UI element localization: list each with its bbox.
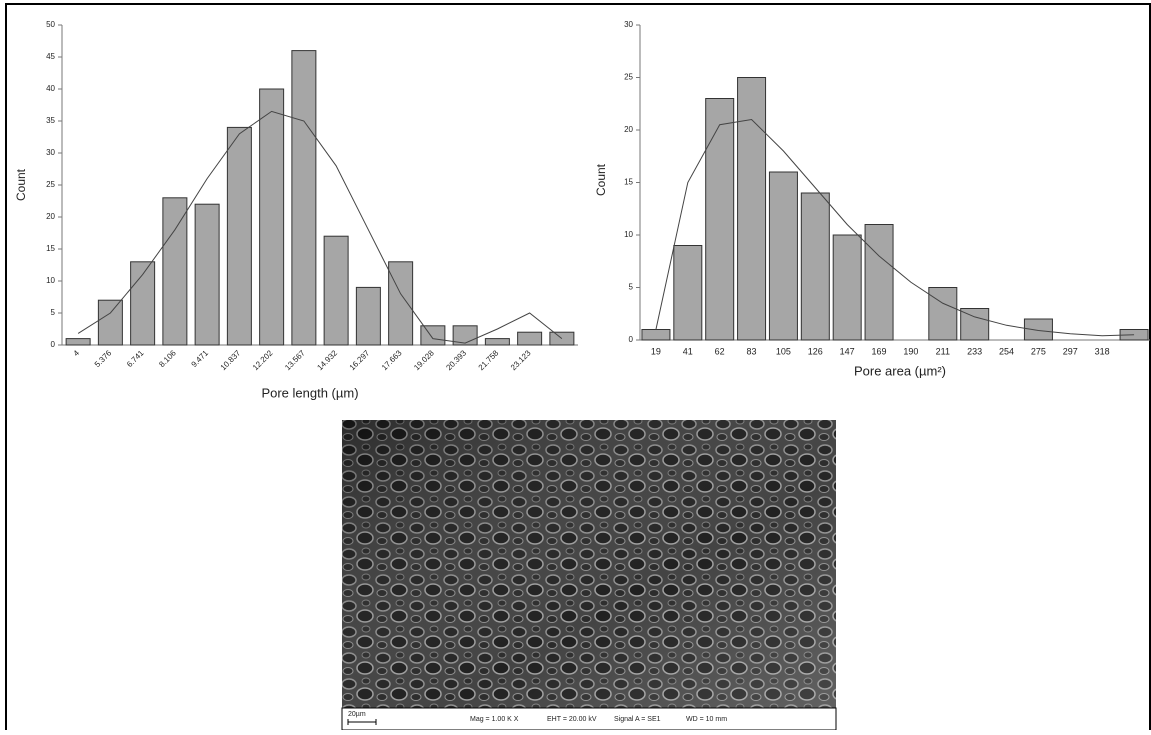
bar [323,235,349,346]
bar [768,171,798,341]
x-tick-label: 105 [776,346,791,356]
bar [1023,318,1053,341]
x-tick-label: 275 [1031,346,1046,356]
frame [5,3,1151,735]
x-tick-label: 211 [936,346,950,356]
scale-bar-label: 20µm [348,711,366,718]
x-tick-label: 8.106 [157,348,178,369]
y-tick-label: 30 [46,148,55,157]
x-tick-label: 23.123 [509,348,533,372]
x-axis-label: Pore area (µm²) [854,363,946,378]
bar [517,331,543,346]
y-tick-label: 10 [624,230,633,239]
y-tick-label: 45 [46,52,55,61]
y-tick-label: 35 [46,116,55,125]
x-tick-label: 126 [808,346,823,356]
y-tick-label: 30 [624,20,633,29]
x-tick-label: 6.741 [125,348,146,369]
x-tick-label: 10.837 [219,348,243,372]
bar [65,338,91,346]
sem-info: WD = 10 mm [686,716,727,723]
x-tick-label: 190 [903,346,918,356]
x-tick-label: 318 [1095,346,1110,356]
bar [864,224,894,341]
x-tick-label: 21.758 [477,348,501,372]
sem-image: 20µm Mag = 1.00 K X EHT = 20.00 kV Signa… [341,420,837,731]
y-axis-label: Count [594,163,608,196]
x-axis-label: Pore length (µm) [261,385,358,400]
bar [641,329,671,341]
x-tick-label: 19 [651,346,661,356]
x-tick-label: 20.393 [444,348,468,372]
bar [259,88,285,346]
bar [291,50,317,346]
sem-shading [342,420,836,708]
x-tick-label: 62 [715,346,725,356]
bar [673,245,703,341]
x-tick-label: 83 [747,346,757,356]
x-tick-label: 13.567 [283,348,307,372]
x-tick-label: 19.028 [412,348,436,372]
bar [484,338,510,346]
scale-bar [347,719,377,725]
bar [97,299,123,346]
bar [800,192,830,341]
y-tick-label: 10 [46,276,55,285]
y-tick-label: 15 [46,244,55,253]
y-tick-label: 0 [51,340,56,349]
y-tick-label: 5 [629,283,634,292]
x-tick-label: 297 [1063,346,1078,356]
y-tick-label: 25 [46,180,55,189]
bar [705,98,735,341]
fit-curve [655,118,1135,337]
x-tick-label: 16.297 [348,348,372,372]
x-tick-label: 233 [967,346,982,356]
sem-info: Signal A = SE1 [614,716,661,723]
x-tick-label: 14.932 [315,348,339,372]
y-tick-label: 20 [46,212,55,221]
sem-info: Mag = 1.00 K X [470,716,519,723]
x-tick-label: 147 [840,346,855,356]
y-tick-label: 20 [624,125,633,134]
bar [737,77,767,341]
y-tick-label: 50 [46,20,55,29]
bar [194,203,220,346]
y-tick-label: 40 [46,84,55,93]
x-tick-label: 12.202 [251,348,275,372]
bar [832,234,862,341]
bar [928,287,958,341]
x-tick-label: 41 [683,346,693,356]
bar [162,197,188,346]
x-tick-label: 9.471 [190,348,211,369]
sem-info: EHT = 20.00 kV [547,716,597,723]
x-tick-label: 4 [72,348,82,358]
y-tick-label: 15 [624,178,633,187]
bar [226,126,252,346]
y-axis-label: Count [14,168,28,201]
bar [388,261,414,346]
y-tick-label: 0 [629,335,634,344]
bar [355,286,381,346]
y-tick-label: 5 [51,308,56,317]
x-tick-label: 254 [999,346,1014,356]
fit-curve [77,110,563,344]
x-tick-label: 17.663 [380,348,404,372]
x-tick-label: 169 [872,346,887,356]
x-tick-label: 5.376 [93,348,114,369]
bar [130,261,156,346]
bar [420,325,446,346]
bar [960,308,990,341]
y-tick-label: 25 [624,73,633,82]
